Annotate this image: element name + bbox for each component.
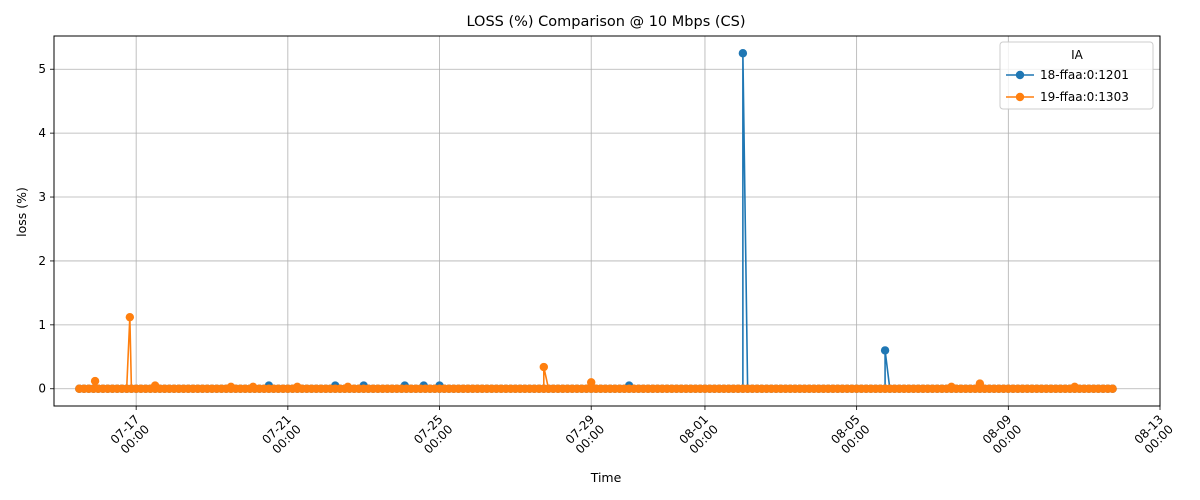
plot-frame [53,35,1161,407]
data-point [539,362,548,372]
data-point [90,376,100,386]
data-point [1108,384,1117,393]
y-tick-label: 4 [38,126,46,140]
legend: IA 18-ffaa:0:1201 19-ffaa:0:1303 [999,41,1154,110]
series-layer [75,49,1117,393]
chart-title: LOSS (%) Comparison @ 10 Mbps (CS) [466,14,745,30]
x-axis-label: Time [590,470,622,485]
data-point [587,378,596,387]
y-axis-label: loss (%) [14,187,29,237]
series-19-ffaa:0:1303 [75,312,1117,393]
y-tick-label: 2 [38,254,46,268]
data-point [125,312,135,322]
legend-marker [1015,70,1025,80]
legend-label: 18-ffaa:0:1201 [1040,68,1129,82]
legend-title: IA [1071,48,1084,62]
legend-label: 19-ffaa:0:1303 [1040,90,1129,104]
y-tick-label: 0 [38,382,46,396]
legend-frame [999,41,1154,110]
legend-marker [1015,92,1025,102]
data-point [880,346,890,355]
data-point [738,49,748,58]
y-tick-label: 3 [38,190,46,204]
y-tick-label: 5 [38,62,46,76]
y-tick-label: 1 [38,318,46,332]
